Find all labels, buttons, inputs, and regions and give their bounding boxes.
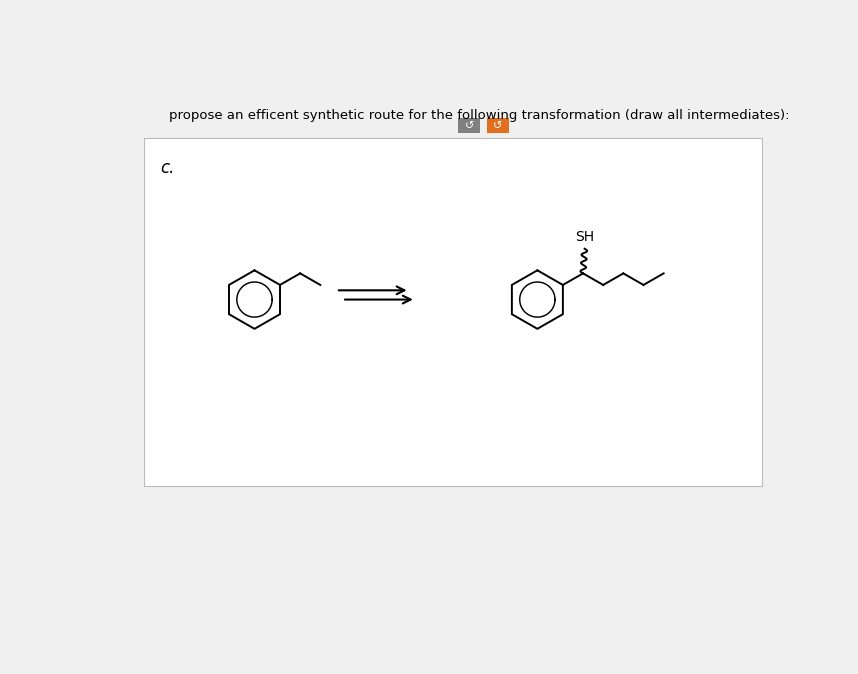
Bar <box>487 118 509 133</box>
Text: ↺: ↺ <box>464 121 474 131</box>
Bar <box>458 118 480 133</box>
Bar <box>143 138 762 486</box>
Text: c.: c. <box>160 160 174 177</box>
Text: ↺: ↺ <box>493 121 503 131</box>
Text: propose an efficent synthetic route for the following transformation (draw all i: propose an efficent synthetic route for … <box>169 109 789 121</box>
Text: SH: SH <box>575 230 594 244</box>
